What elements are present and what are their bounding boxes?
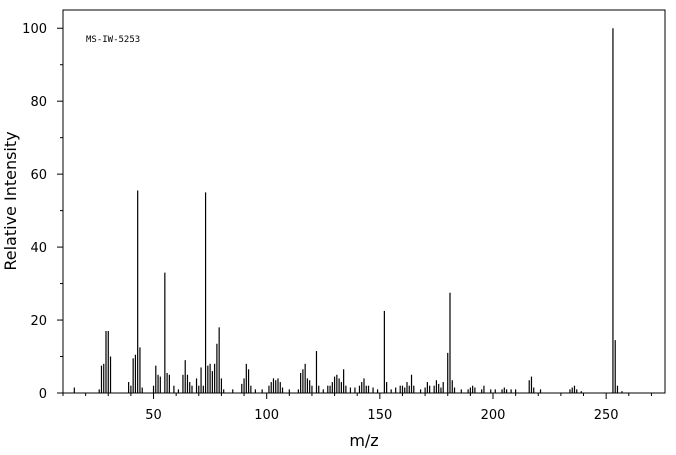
x-tick-label: 200: [481, 408, 506, 423]
x-tick-label: 150: [367, 408, 392, 423]
x-tick-label: 250: [594, 408, 619, 423]
y-tick-label: 60: [30, 168, 47, 183]
x-tick-label: 100: [254, 408, 279, 423]
plot-frame: [62, 9, 666, 394]
x-axis-title: m/z: [349, 431, 378, 450]
annotation: MS-IW-5253: [86, 35, 140, 45]
y-tick-label: 20: [30, 314, 47, 329]
y-axis-title: Relative Intensity: [1, 131, 20, 270]
y-tick-label: 40: [30, 241, 47, 256]
y-tick-label: 80: [30, 95, 47, 110]
y-tick-label: 0: [39, 387, 47, 402]
x-tick-label: 50: [145, 408, 162, 423]
y-tick-label: 100: [22, 22, 47, 37]
